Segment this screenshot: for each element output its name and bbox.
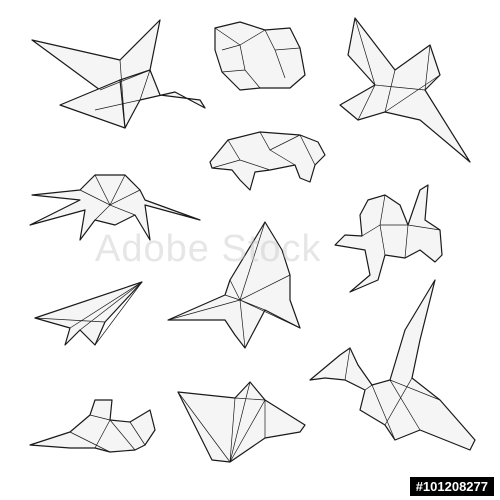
origami-butterfly: [167, 221, 301, 349]
stock-id-label: #101208277: [409, 477, 494, 496]
origami-spider: [29, 174, 201, 241]
origami-frog: [334, 184, 443, 293]
origami-paper-plane: [34, 281, 143, 346]
origami-boat: [177, 381, 306, 463]
origami-pig: [209, 131, 326, 191]
origami-small-bird: [29, 399, 156, 453]
watermark: Adobe Stock: [95, 228, 322, 270]
origami-crane-bottom-right: [309, 279, 476, 451]
origami-bird-top-right: [339, 17, 471, 163]
origami-cube-box: [214, 21, 306, 91]
origami-crane-top-left: [31, 19, 206, 129]
